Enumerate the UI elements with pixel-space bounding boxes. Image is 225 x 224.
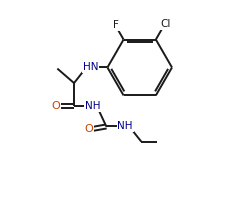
Text: O: O xyxy=(51,101,59,111)
Text: F: F xyxy=(112,20,118,30)
Text: Cl: Cl xyxy=(160,19,170,29)
Text: O: O xyxy=(84,124,92,134)
Text: HN: HN xyxy=(83,62,98,73)
Text: NH: NH xyxy=(117,121,132,131)
Text: NH: NH xyxy=(85,101,100,111)
